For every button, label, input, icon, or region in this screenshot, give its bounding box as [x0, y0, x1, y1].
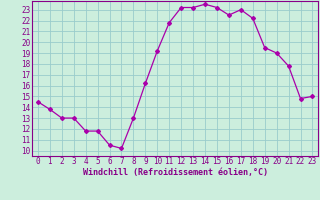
- X-axis label: Windchill (Refroidissement éolien,°C): Windchill (Refroidissement éolien,°C): [83, 168, 268, 177]
